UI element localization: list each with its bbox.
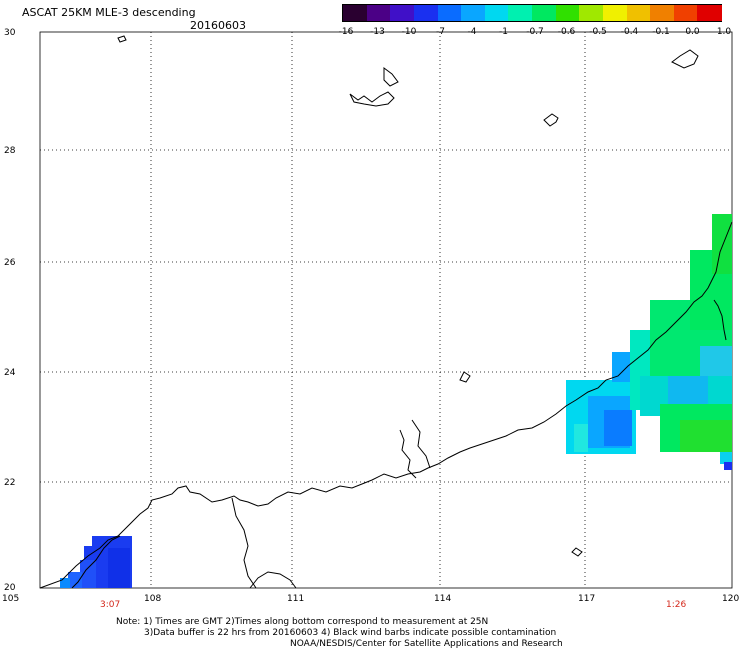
colorbar-swatch	[555, 5, 580, 21]
coastline	[39, 35, 733, 589]
lat-tick: 26	[4, 258, 16, 268]
note-line-1: Note: 1) Times are GMT 2)Times along bot…	[116, 617, 489, 627]
colorbar-swatch	[413, 5, 438, 21]
colorbar-swatch	[673, 5, 698, 21]
lat-tick: 30	[4, 28, 16, 38]
lon-tick: 111	[287, 594, 305, 604]
colorbar-swatch	[461, 5, 486, 21]
lat-tick: 22	[4, 478, 16, 488]
date-label: 20160603	[190, 19, 246, 32]
lat-tick: 20	[4, 583, 16, 593]
colorbar-swatch	[437, 5, 462, 21]
lon-tick: 114	[434, 594, 452, 604]
lon-tick: 117	[578, 594, 596, 604]
colorbar-swatch	[626, 5, 651, 21]
note-line-3: NOAA/NESDIS/Center for Satellite Applica…	[290, 639, 563, 649]
colorbar-swatch	[650, 5, 675, 21]
colorbar-swatch	[602, 5, 627, 21]
time-label-right: 1:26	[666, 600, 687, 610]
colorbar-swatch	[508, 5, 533, 21]
lon-tick: 105	[2, 594, 20, 604]
lat-tick: 28	[4, 146, 16, 156]
swath-east	[566, 214, 732, 470]
colorbar-swatch	[343, 5, 368, 21]
swath-southwest	[60, 536, 132, 588]
colorbar-swatch	[484, 5, 509, 21]
colorbar-swatch	[532, 5, 557, 21]
note-line-2: 3)Data buffer is 22 hrs from 20160603 4)…	[144, 628, 557, 638]
colorbar	[342, 4, 722, 22]
time-label-left: 3:07	[100, 600, 121, 610]
graticule	[40, 32, 732, 588]
lon-tick: 120	[722, 594, 740, 604]
map-frame	[39, 31, 733, 589]
colorbar-swatch	[366, 5, 391, 21]
product-title: ASCAT 25KM MLE-3 descending	[22, 6, 196, 19]
colorbar-swatch	[579, 5, 604, 21]
lon-tick: 108	[144, 594, 162, 604]
colorbar-swatch	[697, 5, 722, 21]
colorbar-swatch	[390, 5, 415, 21]
lat-tick: 24	[4, 368, 16, 378]
